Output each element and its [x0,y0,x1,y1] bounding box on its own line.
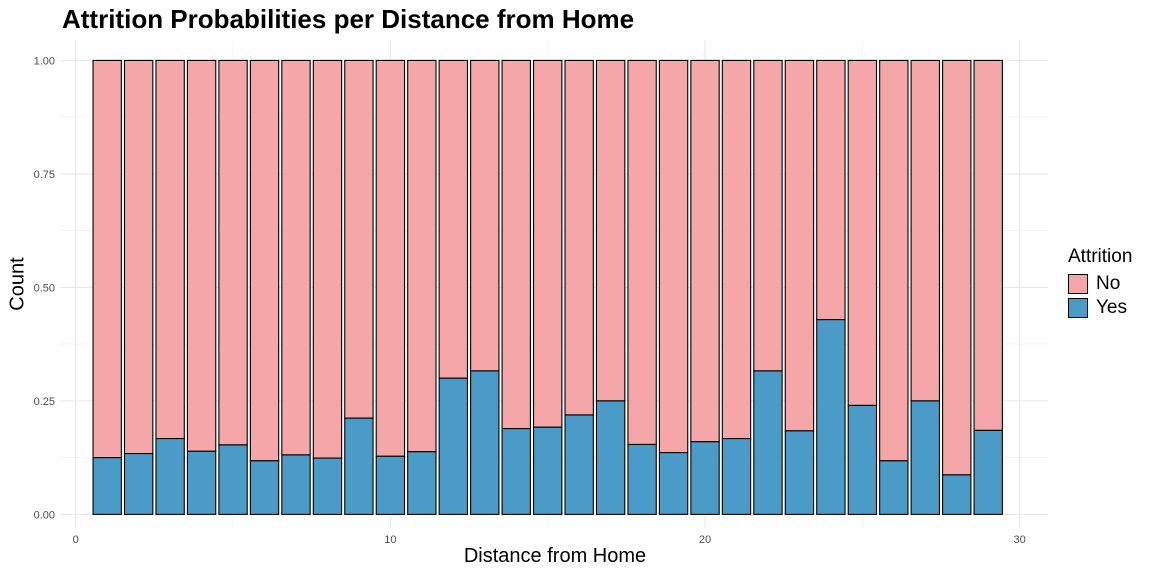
bar-no [564,59,594,416]
bar-no [218,59,248,446]
x-tick-label: 10 [384,534,396,546]
legend-item-no: No [1068,272,1132,296]
bar-no [847,59,878,406]
y-tick-label: 0.50 [34,282,55,294]
y-tick-label: 0.00 [34,509,55,521]
bar-no [407,59,437,453]
bar-no [470,59,500,372]
bar-no [753,59,783,372]
bar-no [784,59,815,432]
bar-no [249,59,280,462]
bar-yes [501,428,531,515]
x-axis-title: Distance from Home [463,545,647,567]
bar-no [501,59,531,430]
bar-yes [721,438,752,515]
bar-yes [753,370,783,515]
bar-yes [847,404,878,515]
bar-yes [784,430,815,515]
bar-no [281,59,311,456]
bar-yes [910,400,940,515]
bar-no [344,59,374,419]
bar-no [595,59,626,402]
bar-no [816,59,846,321]
x-tick-label: 20 [699,534,711,546]
bar-no [942,59,972,476]
bar-yes [312,457,343,515]
bar-yes [186,450,217,515]
bar-no [312,59,343,459]
bar-yes [658,452,689,515]
bar-no [690,59,720,443]
chart-title: Attrition Probabilities per Distance fro… [62,4,635,34]
legend-item-yes: Yes [1068,296,1132,320]
bar-yes [942,474,972,515]
bar-yes [470,370,500,515]
bar-no [627,59,657,446]
y-axis-title: Count [6,257,29,311]
legend-label-yes: Yes [1096,297,1127,318]
bar-yes [879,460,909,515]
legend-label-no: No [1096,273,1121,294]
bar-no [375,59,406,457]
bar-no [879,59,909,462]
bar-no [532,59,563,428]
bar-yes [155,438,185,515]
bar-no [658,59,689,454]
bar-no [721,59,752,440]
x-tick-label: 0 [73,534,79,546]
legend: Attrition No Yes [1068,246,1132,320]
bar-no [92,59,122,459]
bar-no [438,59,469,379]
bar-no [155,59,185,440]
bar-yes [218,444,248,515]
bar-yes [564,414,594,515]
x-tick-label: 30 [1014,534,1026,546]
y-tick-label: 1.00 [34,55,55,67]
bar-yes [375,455,406,515]
bar-yes [690,441,720,515]
bar-yes [595,400,626,515]
bar-yes [973,429,1003,515]
bar-yes [816,319,846,515]
bar-no [910,59,940,402]
bar-yes [344,417,374,515]
bar-yes [407,451,437,515]
bar-yes [249,460,280,515]
legend-swatch-no [1068,274,1088,294]
bar-no [123,59,154,455]
y-tick-label: 0.75 [34,169,55,181]
bar-yes [532,426,563,515]
bar-no [186,59,217,452]
legend-title: Attrition [1068,246,1133,267]
bar-no [973,59,1003,431]
bar-yes [627,443,657,515]
legend-swatch-yes [1068,298,1088,318]
bar-yes [92,457,122,515]
bar-yes [281,454,311,515]
bar-yes [123,453,154,515]
bar-yes [438,377,469,515]
y-tick-label: 0.25 [34,396,55,408]
